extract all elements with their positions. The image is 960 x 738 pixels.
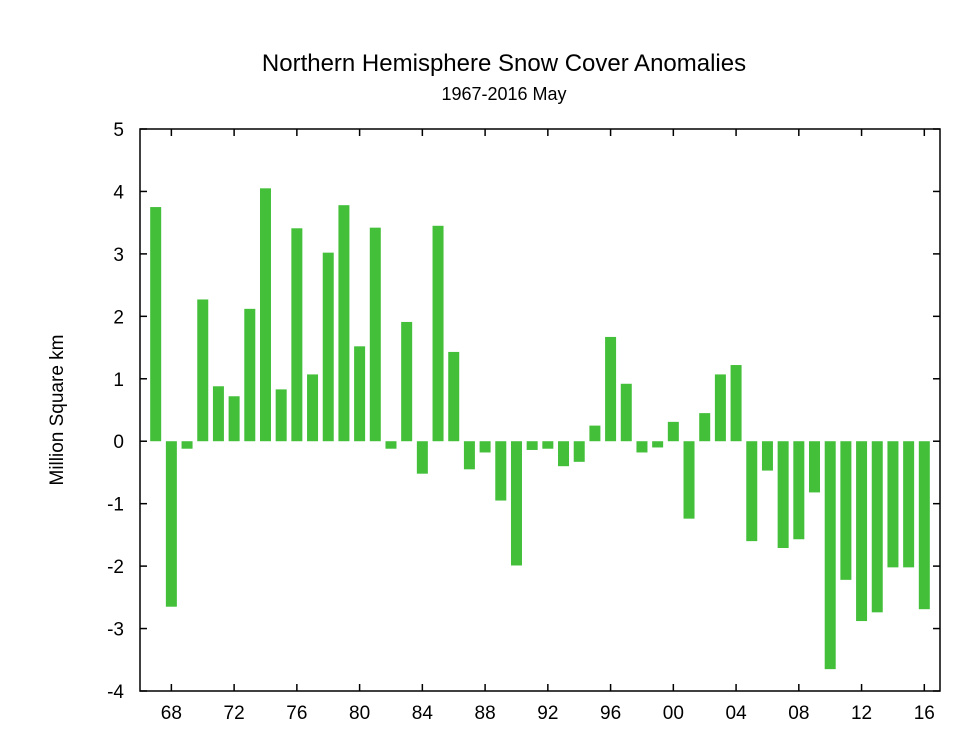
bar-2006: [761, 441, 773, 471]
x-tick-label: 96: [600, 703, 621, 724]
bar-1983: [401, 321, 413, 442]
bar-1992: [542, 441, 554, 449]
bar-1988: [479, 441, 491, 453]
bar-1979: [338, 205, 350, 442]
y-tick-label: -1: [107, 495, 124, 516]
bar-2013: [871, 441, 883, 613]
bar-2011: [840, 441, 852, 580]
x-tick-label: 92: [537, 703, 558, 724]
bar-1985: [432, 225, 444, 442]
x-tick-label: 16: [914, 703, 935, 724]
bar-1971: [212, 386, 224, 442]
y-tick-label: 1: [113, 370, 124, 391]
bar-1998: [636, 441, 648, 453]
bar-2008: [793, 441, 805, 540]
x-tick-label: 04: [726, 703, 748, 724]
x-tick-label: 88: [475, 703, 496, 724]
bar-1967: [150, 207, 162, 442]
bar-1969: [181, 441, 193, 449]
x-tick-label: 72: [224, 703, 245, 724]
bar-2003: [714, 374, 726, 442]
bar-1984: [416, 441, 428, 474]
y-tick-label: 4: [113, 182, 124, 203]
bar-2000: [667, 421, 679, 442]
bar-1997: [620, 383, 632, 442]
bar-1989: [495, 441, 507, 501]
plot-frame: [139, 128, 941, 692]
bar-2007: [777, 441, 789, 548]
bar-1972: [228, 396, 240, 442]
x-tick-label: 68: [161, 703, 182, 724]
y-tick-label: -4: [107, 682, 124, 703]
bar-1974: [259, 188, 271, 442]
bar-1968: [165, 441, 177, 607]
bar-2001: [683, 441, 695, 519]
bar-2014: [887, 441, 899, 568]
bar-1987: [463, 441, 475, 470]
bar-2012: [856, 441, 868, 622]
bar-1990: [510, 441, 522, 566]
bar-1993: [558, 441, 570, 467]
y-tick-label: 3: [113, 245, 124, 266]
bar-1976: [291, 228, 303, 442]
bar-2002: [699, 413, 711, 442]
bar-2010: [824, 441, 836, 670]
bar-1995: [589, 425, 601, 442]
chart-title: Northern Hemisphere Snow Cover Anomalies: [261, 50, 747, 77]
bar-2005: [746, 441, 758, 542]
y-tick-label: 5: [113, 120, 124, 141]
bar-1978: [322, 252, 334, 442]
y-tick-label: -3: [107, 620, 124, 641]
x-tick-label: 08: [788, 703, 809, 724]
x-tick-label: 84: [412, 703, 434, 724]
bar-2004: [730, 365, 742, 442]
bar-1970: [197, 299, 209, 442]
bar-1994: [573, 441, 585, 462]
bar-2009: [809, 441, 821, 493]
axis-ticks: [140, 128, 940, 692]
x-tick-label: 00: [663, 703, 684, 724]
bar-1975: [275, 389, 287, 442]
chart-subtitle: 1967-2016 May: [441, 84, 567, 104]
bar-1996: [605, 336, 617, 442]
bar-1973: [244, 308, 256, 442]
bar-2016: [918, 441, 930, 610]
y-tick-label: -2: [107, 557, 124, 578]
bar-1982: [385, 441, 397, 449]
bar-1981: [369, 227, 381, 442]
bars: [150, 188, 930, 670]
bar-1986: [448, 351, 460, 442]
bar-2015: [903, 441, 915, 568]
x-tick-label: 80: [349, 703, 370, 724]
tick-labels: 5 4 3 2 1 0 -1 -2 -3 -4 68 72 76 80 84 88 92 96 00 04 08 12 16: [107, 120, 935, 724]
bar-1977: [307, 374, 319, 442]
x-tick-label: 12: [851, 703, 872, 724]
bar-1980: [354, 346, 366, 442]
bar-1991: [526, 441, 538, 450]
y-tick-label: 0: [113, 432, 124, 453]
x-tick-label: 76: [286, 703, 307, 724]
y-tick-label: 2: [113, 307, 124, 328]
bar-1999: [652, 441, 664, 448]
